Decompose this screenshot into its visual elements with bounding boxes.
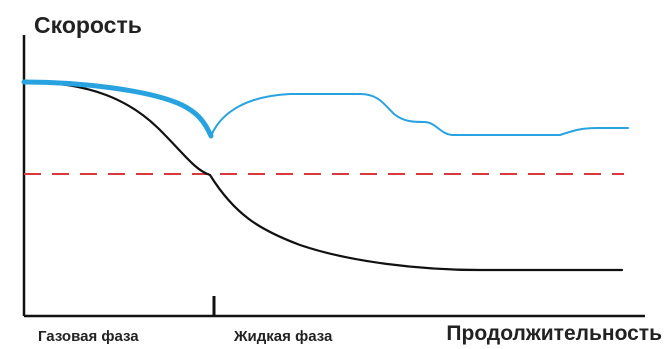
y-axis-label: Скорость <box>34 12 142 38</box>
upper-curve-gas-phase <box>21 79 214 139</box>
liquid-phase-label: Жидкая фаза <box>233 328 333 345</box>
gas-phase-label: Газовая фаза <box>38 328 139 345</box>
lower-curve <box>22 80 624 272</box>
x-axis-label: Продолжительность <box>446 322 662 345</box>
upper-curve-liquid-phase <box>210 93 629 137</box>
